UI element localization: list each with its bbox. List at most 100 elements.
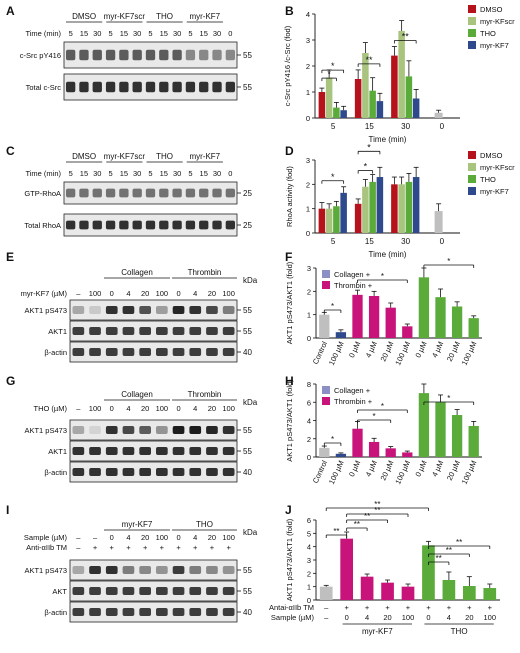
group-header: Collagen — [121, 390, 153, 399]
blot-band — [122, 566, 135, 574]
bar — [418, 393, 430, 457]
blot-band — [185, 220, 196, 230]
blot-band — [105, 348, 118, 356]
bar — [362, 186, 369, 233]
y-tick-label: 1 — [306, 205, 310, 214]
blot-band — [139, 608, 151, 616]
y-axis-label: RhoA activity (fod) — [285, 166, 294, 227]
legend-swatch — [322, 397, 330, 405]
y-tick-label: 3 — [306, 36, 310, 45]
bar — [451, 415, 463, 457]
x-tick-label: 4 µM — [364, 340, 379, 359]
legend-label: THO — [480, 175, 496, 184]
lane-label: 5 — [188, 169, 192, 178]
x-tick-label: 5 — [331, 237, 336, 246]
y-tick-label: 6 — [307, 516, 311, 525]
lane-label: 20 — [141, 533, 149, 542]
lane-label: 5 — [108, 169, 112, 178]
blot-band — [189, 608, 202, 616]
y-tick-label: 3 — [306, 156, 310, 165]
blot-band — [89, 348, 101, 356]
bar — [333, 107, 340, 118]
condition-row-label: Antai-αIIb TM — [269, 603, 314, 612]
lane-label: 15 — [120, 29, 128, 38]
blot-band — [199, 49, 209, 61]
blot-band — [119, 49, 129, 61]
lane-label: – — [76, 289, 81, 298]
lane-label: 20 — [141, 404, 149, 413]
blot-band — [225, 49, 236, 61]
bar — [402, 326, 413, 338]
panel-letter: C — [6, 144, 15, 158]
legend-swatch — [468, 29, 476, 37]
blot-band — [212, 220, 222, 230]
panel-c: C DMSO myr-KF7scr THO myr-KF7 Time (min) 5 15 30… — [6, 144, 252, 237]
blot-band — [79, 49, 89, 61]
legend-label: Collagen + — [334, 270, 371, 279]
group-header: myr-KF7 — [189, 152, 220, 161]
blot-band — [172, 49, 182, 61]
blot-band — [122, 468, 135, 476]
significance-mark: ** — [366, 55, 374, 65]
lane-label: 15 — [160, 169, 168, 178]
lane-label: 100 — [222, 404, 235, 413]
blot-band — [222, 468, 235, 476]
y-tick-label: 2 — [307, 287, 311, 296]
lane-label: 4 — [193, 289, 197, 298]
blot-band — [206, 566, 218, 574]
lane-label: + — [93, 543, 98, 552]
bar — [352, 428, 363, 457]
y-tick-label: 0 — [306, 114, 310, 123]
blot-band — [145, 220, 156, 230]
blot-band — [222, 608, 235, 616]
bar — [412, 177, 420, 233]
chart-panel-d: D 0 1 2 3 RhoA activity (fod) Time (min) 5 15 30 0… — [285, 142, 515, 259]
lane-label: + — [160, 543, 165, 552]
group-header: THO — [196, 520, 213, 529]
blot-band — [172, 447, 185, 455]
bar — [483, 588, 497, 600]
blot-band — [159, 188, 169, 198]
blot-band — [222, 426, 235, 434]
blot-band — [122, 348, 135, 356]
bar — [435, 297, 446, 338]
condition-value: + — [426, 603, 431, 612]
bar — [318, 208, 326, 233]
lane-label: 0 — [110, 404, 114, 413]
blot-band — [225, 188, 236, 198]
kda-label: kDa — [243, 276, 258, 285]
significance-mark: ** — [374, 506, 380, 515]
legend-label: myr-KFscr — [480, 17, 515, 26]
blot-band — [139, 587, 151, 595]
x-tick-label: 4 µM — [430, 459, 445, 478]
lane-label: 0 — [176, 533, 180, 542]
lane-label: 15 — [200, 169, 208, 178]
blot-band — [139, 348, 151, 356]
lane-label: – — [76, 404, 81, 413]
blot-band — [89, 608, 101, 616]
blot-band — [206, 327, 218, 335]
panel-letter: D — [285, 144, 294, 158]
legend-label: Collagen + — [334, 386, 371, 395]
panel-letter: H — [285, 374, 294, 388]
lane-label: 5 — [108, 29, 112, 38]
x-tick-label: 30 — [401, 122, 410, 131]
bar — [405, 76, 413, 118]
blot-band — [199, 81, 209, 93]
significance-mark: * — [373, 412, 376, 421]
y-tick-label: 4 — [307, 417, 311, 426]
blot-band — [139, 327, 151, 335]
blot-band — [222, 306, 235, 314]
blot-band — [139, 468, 151, 476]
blot-band — [92, 81, 102, 93]
lane-label: + — [226, 543, 231, 552]
bar — [422, 545, 435, 600]
group-header: Thrombin — [188, 390, 222, 399]
blot-band — [156, 468, 168, 476]
significance-mark: ** — [374, 500, 380, 509]
blot-band — [105, 566, 118, 574]
blot-band — [89, 327, 101, 335]
blot-band — [92, 220, 102, 230]
significance-mark: * — [331, 172, 335, 182]
blot-row-label: GTP-RhoA — [24, 189, 61, 198]
